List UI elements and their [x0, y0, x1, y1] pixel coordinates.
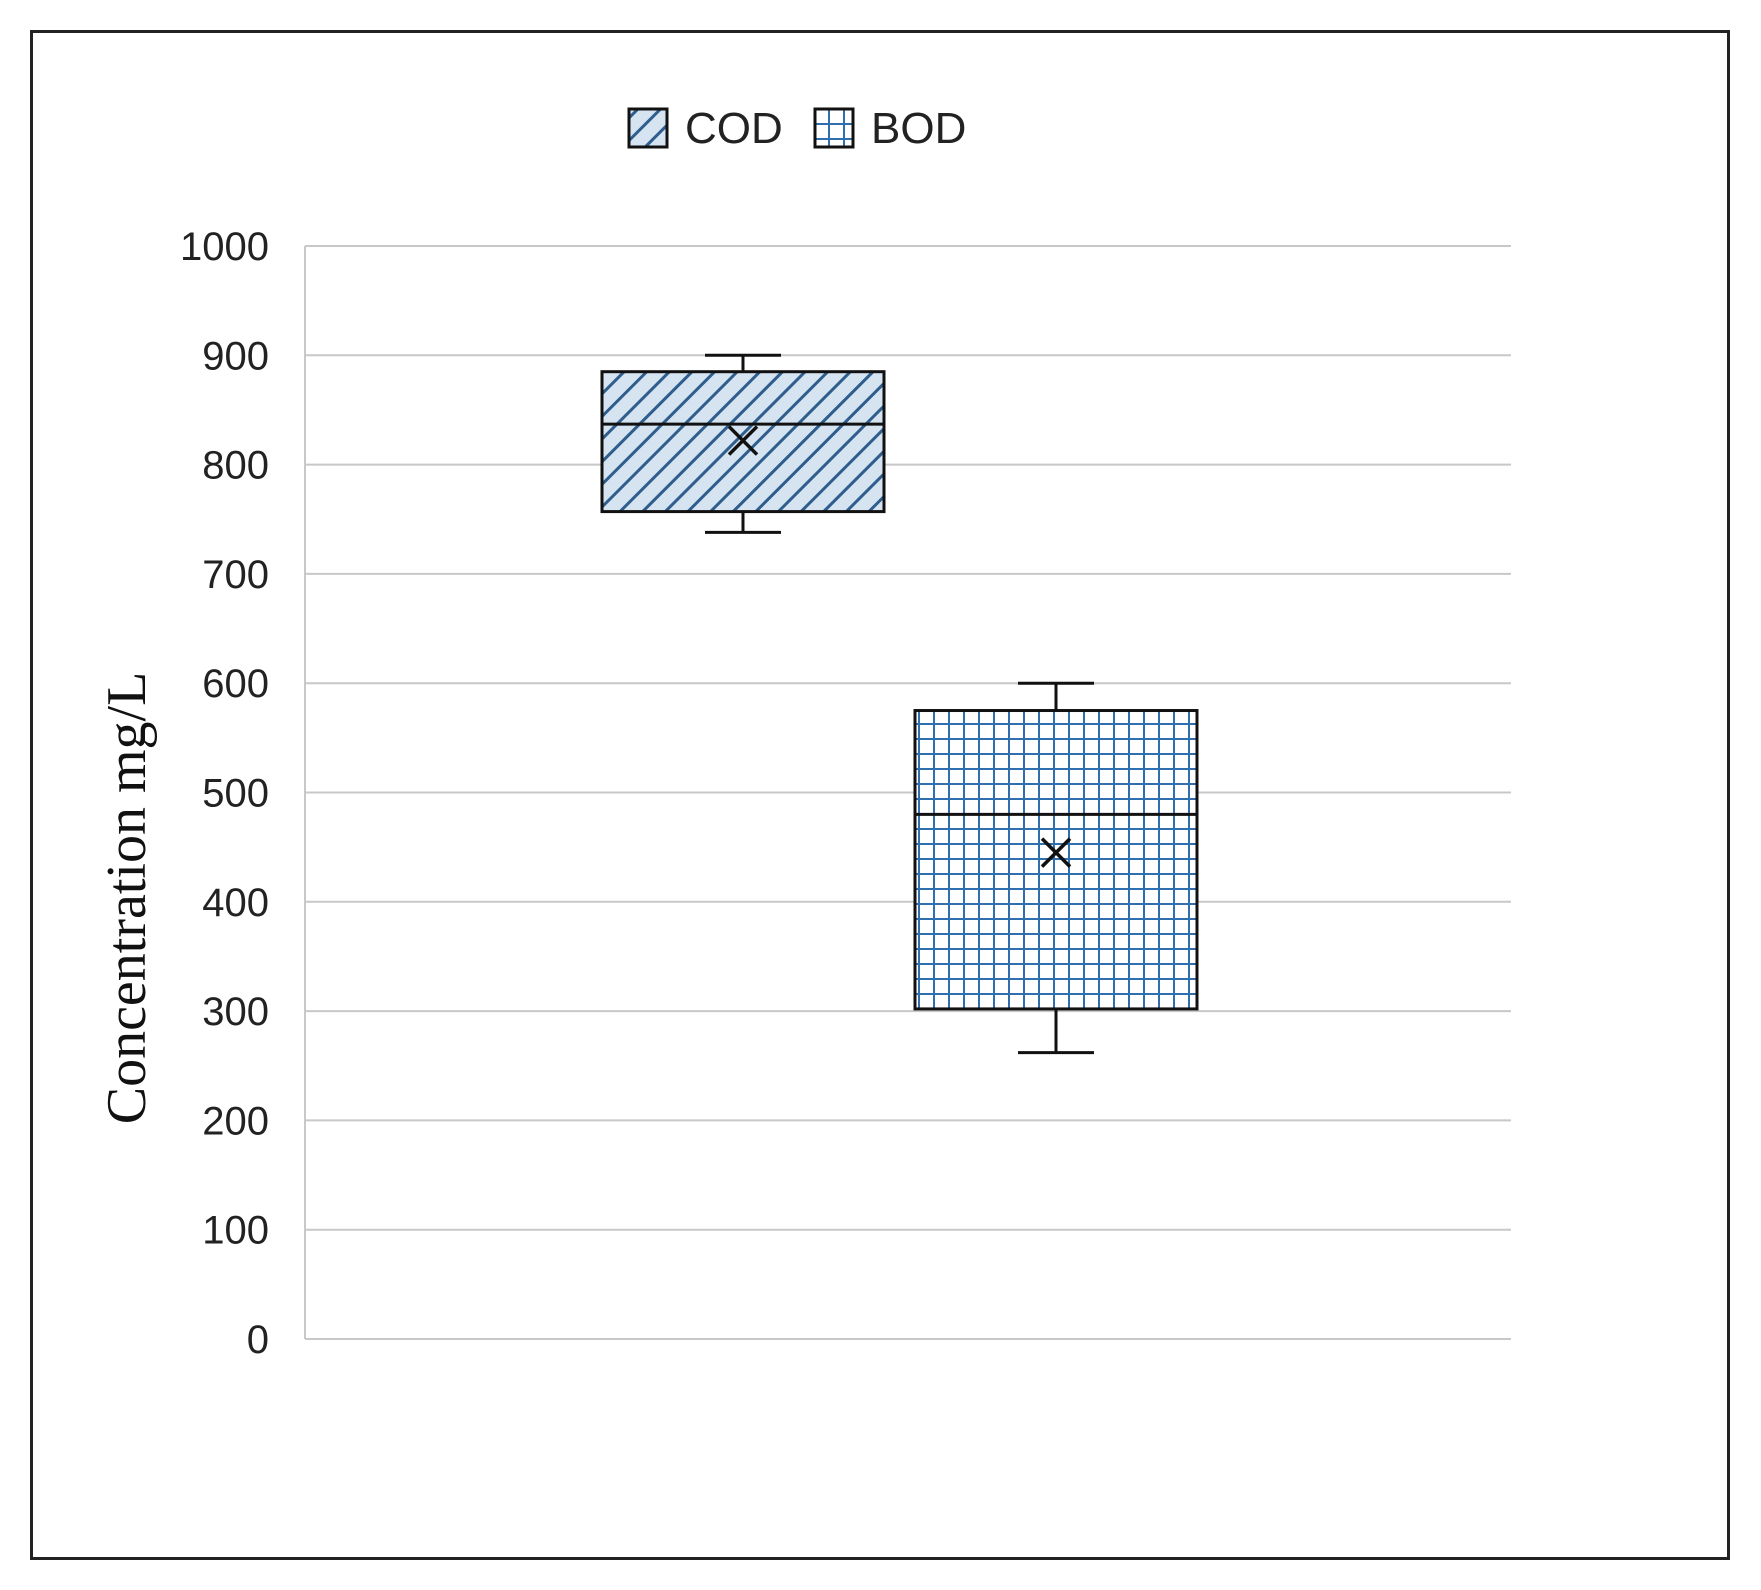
- legend-label-bod: BOD: [871, 104, 966, 153]
- y-tick-label-900: 900: [202, 334, 269, 378]
- y-axis-ticks: 0 100 200 300 400 500 600 700 800 900 1000: [180, 225, 269, 1362]
- y-tick-label-700: 700: [202, 553, 269, 597]
- legend-swatch-bod: [813, 107, 855, 149]
- legend: COD BOD: [627, 104, 966, 153]
- chart-frame: 0 100 200 300 400 500 600 700 800 900 1000 COD BOD …: [30, 30, 1730, 1560]
- legend-swatch-cod: [627, 107, 669, 149]
- y-tick-label-600: 600: [202, 662, 269, 706]
- y-tick-label-100: 100: [202, 1209, 269, 1253]
- box-cod: [600, 353, 886, 534]
- cod-mean-marker: [727, 425, 759, 456]
- y-tick-label-500: 500: [202, 772, 269, 816]
- y-tick-label-200: 200: [202, 1099, 269, 1143]
- legend-label-cod: COD: [685, 104, 783, 153]
- mean-x-stroke-2: [727, 425, 759, 456]
- bod-mean-marker: [1040, 837, 1072, 868]
- legend-item-bod: BOD: [813, 104, 966, 153]
- boxes: [600, 353, 1199, 1055]
- gridlines: [304, 245, 1511, 1340]
- box-bod: [913, 681, 1199, 1055]
- y-tick-label-800: 800: [202, 444, 269, 488]
- legend-item-cod: COD: [627, 104, 783, 153]
- y-tick-label-1000: 1000: [180, 225, 269, 269]
- y-axis-title: Concentration mg/L: [96, 672, 158, 1125]
- y-tick-label-0: 0: [247, 1318, 269, 1362]
- mean-x-stroke-2: [1040, 837, 1072, 868]
- bod-box: [913, 709, 1199, 1011]
- y-tick-label-400: 400: [202, 881, 269, 925]
- y-tick-label-300: 300: [202, 990, 269, 1034]
